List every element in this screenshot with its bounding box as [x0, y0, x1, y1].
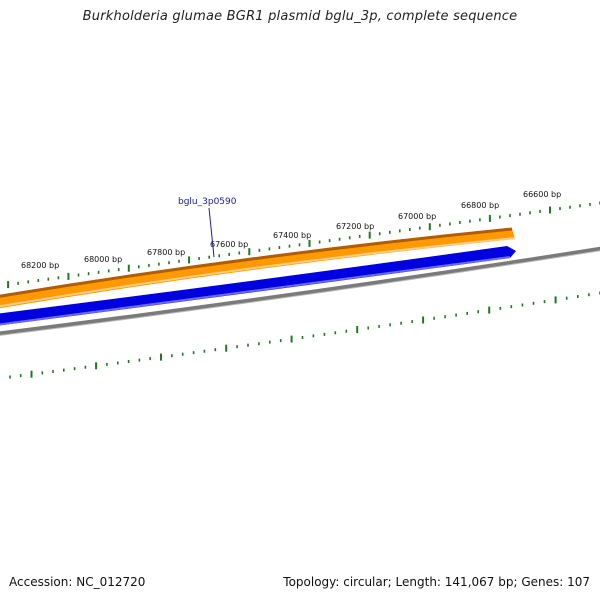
ruler-label: 68000 bp: [84, 255, 122, 264]
ruler-label: 67800 bp: [147, 248, 185, 257]
ruler-label: 66800 bp: [461, 201, 499, 210]
orange-feature-edge: [0, 227, 513, 298]
backbone-line-light: [0, 250, 600, 336]
ruler-label: 68200 bp: [21, 261, 59, 270]
orange-feature-light: [0, 237, 516, 308]
outer-ruler: [7, 201, 600, 289]
gene-label[interactable]: bglu_3p0590: [178, 197, 237, 207]
ruler-label: 67200 bp: [336, 222, 374, 231]
summary-text: Topology: circular; Length: 141,067 bp; …: [283, 575, 590, 589]
ruler-label: 67600 bp: [210, 240, 248, 249]
ruler-label: 66600 bp: [523, 190, 561, 199]
map-title: Burkholderia glumae BGR1 plasmid bglu_3p…: [82, 9, 518, 24]
gene-label-leader: [208, 207, 215, 258]
accession-text: Accession: NC_012720: [9, 575, 146, 589]
blue-feature[interactable]: [0, 246, 516, 326]
ruler-label: 67000 bp: [398, 212, 436, 221]
inner-ruler: [9, 291, 600, 379]
ruler-label: 67400 bp: [273, 231, 311, 240]
backbone-line: [0, 246, 600, 336]
blue-feature-light: [0, 256, 511, 326]
orange-feature[interactable]: [0, 229, 515, 309]
